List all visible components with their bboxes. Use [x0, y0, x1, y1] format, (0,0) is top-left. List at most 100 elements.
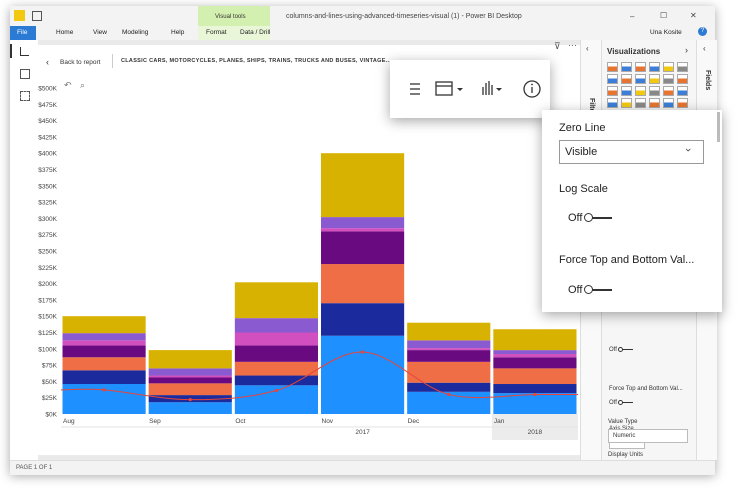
data-view-icon[interactable] — [20, 69, 30, 79]
visual-type-icon[interactable] — [677, 62, 688, 72]
visual-type-icon[interactable] — [663, 98, 674, 108]
minimize[interactable]: – — [630, 12, 635, 21]
bar-segment — [493, 329, 577, 351]
bar-segment — [321, 153, 405, 218]
visual-type-icon[interactable] — [635, 74, 646, 84]
visual-type-icon[interactable] — [649, 98, 660, 108]
visual-type-icon[interactable] — [621, 98, 632, 108]
ribbon-tab[interactable]: View — [93, 29, 107, 36]
window-title: columns-and-lines-using-advanced-timeser… — [286, 13, 522, 20]
close[interactable]: ✕ — [690, 11, 697, 20]
x-tick-label: Nov — [322, 418, 334, 425]
collapse-filters[interactable]: ‹ — [586, 44, 589, 53]
ribbon-tab[interactable]: File — [17, 29, 28, 36]
log-scale-toggle[interactable]: Off — [568, 212, 613, 224]
value-type-label: Value Type — [608, 419, 638, 425]
ribbon-tab[interactable]: Home — [56, 29, 74, 36]
zero-line-dropdown[interactable]: Visible › — [559, 140, 704, 164]
fields-label[interactable]: Fields — [704, 70, 711, 91]
save-icon[interactable] — [32, 11, 42, 21]
bar-segment — [234, 361, 318, 376]
x-tick-label: Jan — [494, 418, 505, 425]
context-tab: Visual tools — [215, 14, 246, 20]
toggle-text: Off — [568, 284, 583, 296]
visual-type-icon[interactable] — [621, 62, 632, 72]
bar-segment — [321, 228, 405, 232]
value-type-value: Numeric — [613, 433, 636, 439]
y-tick-label: $225K — [38, 265, 57, 272]
value-type-dropdown[interactable]: Numeric — [608, 429, 688, 443]
ribbon-tab[interactable]: Modeling — [122, 29, 149, 36]
bar-segment — [493, 368, 577, 385]
visual-type-icon[interactable] — [663, 74, 674, 84]
back-arrow[interactable]: ‹ — [46, 57, 49, 67]
line-point — [102, 388, 106, 392]
context-tab-area — [198, 26, 270, 40]
maximize[interactable]: ☐ — [660, 11, 668, 20]
title-bar: Visual tools columns-and-lines-using-adv… — [10, 6, 715, 26]
visual-type-icon[interactable] — [649, 86, 660, 96]
help-icon[interactable]: ? — [698, 27, 707, 36]
context-tab-bg — [198, 6, 270, 26]
bar-segment — [148, 377, 232, 384]
visual-type-icon[interactable] — [635, 98, 646, 108]
toggle[interactable] — [617, 399, 633, 405]
toggle[interactable] — [617, 346, 633, 352]
model-view-icon[interactable] — [20, 91, 30, 101]
visual-type-icon[interactable] — [677, 74, 688, 84]
force-toggle[interactable]: Off — [568, 284, 613, 296]
y-tick-label: $175K — [38, 297, 57, 304]
ribbon-tab[interactable]: Help — [171, 29, 185, 36]
toggle-text: Off — [609, 347, 617, 353]
toggle[interactable] — [584, 213, 613, 223]
line-point — [533, 392, 537, 397]
ribbon-tab[interactable]: Format — [206, 29, 227, 36]
line-point — [447, 392, 451, 397]
back-to-report[interactable]: Back to report — [60, 59, 101, 66]
collapse-fields[interactable]: ‹ — [703, 44, 706, 53]
visual-type-icon[interactable] — [635, 86, 646, 96]
visual-toolbar — [390, 60, 550, 118]
visual-type-icon[interactable] — [621, 86, 632, 96]
x-tick-label: Sep — [149, 418, 161, 425]
visual-type-icon[interactable] — [649, 62, 660, 72]
toolbar-icons — [410, 80, 541, 98]
expand-pane[interactable]: › — [685, 45, 688, 55]
report-view-icon[interactable] — [20, 47, 29, 56]
bar-segment — [62, 370, 146, 385]
upper-toggle-state: Off — [609, 346, 633, 353]
visual-type-icon[interactable] — [663, 62, 674, 72]
visual-type-icon[interactable] — [649, 74, 660, 84]
visual-type-icon[interactable] — [677, 98, 688, 108]
visual-type-icon[interactable] — [607, 98, 618, 108]
visual-type-icon[interactable] — [607, 74, 618, 84]
y-tick-label: $125K — [38, 330, 57, 337]
display-units-label: Display Units — [608, 452, 644, 458]
filter-text: CLASSIC CARS, MOTORCYCLES, PLANES, SHIPS… — [121, 58, 392, 64]
y-tick-label: $475K — [38, 102, 57, 109]
visual-type-icon[interactable] — [621, 74, 632, 84]
dropdown-chevron: › — [681, 148, 694, 152]
visual-type-icon[interactable] — [677, 86, 688, 96]
more-options[interactable]: ··· — [568, 40, 577, 50]
y-tick-label: $250K — [38, 249, 57, 256]
scrollbar — [717, 112, 720, 142]
bar-segment — [407, 340, 491, 349]
y-tick-label: $275K — [38, 232, 57, 239]
visual-type-icon[interactable] — [663, 86, 674, 96]
y-tick-label: $450K — [38, 118, 57, 125]
ribbon-tabs: Una Kosite ? File Home View Modeling Help For… — [10, 26, 715, 41]
visual-type-icon[interactable] — [635, 62, 646, 72]
visual-type-icon[interactable] — [607, 86, 618, 96]
bar-segment — [493, 384, 577, 394]
pane-force-label-visible: Force Top and Bottom Val... — [609, 386, 683, 392]
ribbon-tab[interactable]: Data / Drill — [240, 29, 271, 36]
filter-icon[interactable]: ⊽ — [554, 41, 561, 51]
toggle[interactable] — [584, 285, 613, 295]
bar-segment — [148, 375, 232, 378]
y-tick-label: $0K — [45, 412, 57, 419]
y-tick-label: $500K — [38, 86, 57, 93]
bar-segment — [493, 354, 577, 358]
visual-type-icon[interactable] — [607, 62, 618, 72]
